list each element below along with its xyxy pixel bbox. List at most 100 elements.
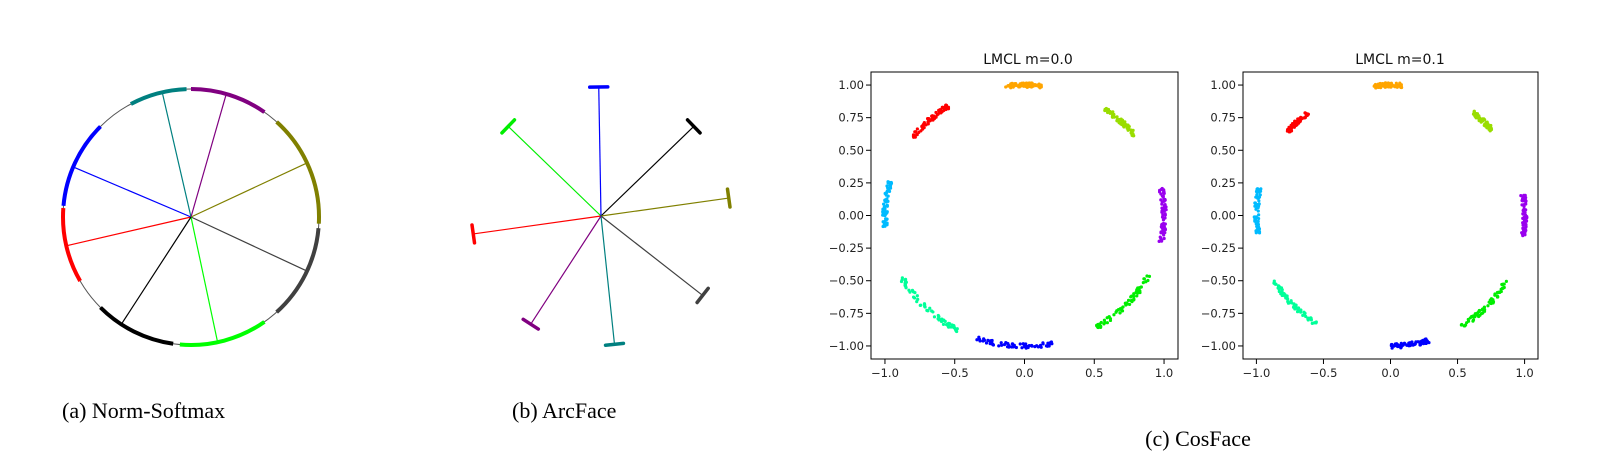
data-point xyxy=(1030,344,1034,348)
class-feature-cluster xyxy=(521,317,541,331)
data-point xyxy=(1161,194,1165,198)
data-point xyxy=(990,340,994,345)
class-weight-spoke xyxy=(190,93,227,218)
data-point xyxy=(1108,111,1112,115)
data-point xyxy=(1480,308,1484,312)
class-arc xyxy=(275,227,321,314)
data-point xyxy=(1481,311,1485,315)
data-point xyxy=(1255,187,1260,191)
data-point xyxy=(1256,206,1260,210)
data-point xyxy=(950,324,954,328)
data-point xyxy=(931,310,935,314)
data-point xyxy=(1018,342,1022,346)
data-point xyxy=(934,110,938,115)
data-point xyxy=(913,296,917,300)
data-point xyxy=(1029,84,1033,88)
data-point xyxy=(882,213,886,217)
data-point xyxy=(1273,282,1277,286)
data-point xyxy=(1501,286,1505,290)
y-tick-label: 0.00 xyxy=(1210,209,1236,223)
data-point xyxy=(1477,308,1481,313)
data-point xyxy=(913,130,918,134)
data-point xyxy=(886,194,890,198)
data-point xyxy=(1524,216,1528,220)
data-point xyxy=(982,338,987,342)
data-point xyxy=(1297,121,1301,125)
data-point xyxy=(1162,190,1166,194)
data-point xyxy=(1272,279,1276,283)
data-point xyxy=(1523,229,1527,233)
data-point xyxy=(887,186,891,190)
data-point xyxy=(1299,310,1303,314)
data-point xyxy=(1157,190,1162,194)
x-tick-label: 0.5 xyxy=(1448,366,1466,380)
class-feature-cluster xyxy=(500,118,517,135)
data-point xyxy=(1255,193,1259,197)
data-point xyxy=(903,281,907,285)
data-point xyxy=(978,339,982,343)
data-point xyxy=(1147,274,1152,279)
class-weight-spoke xyxy=(600,215,704,296)
data-point xyxy=(932,115,936,119)
y-tick-label: −0.75 xyxy=(1201,306,1236,320)
data-point xyxy=(885,197,889,201)
data-point xyxy=(1132,294,1136,299)
data-point xyxy=(1486,123,1491,127)
data-point xyxy=(1471,319,1475,323)
data-point xyxy=(1129,299,1133,303)
data-point xyxy=(938,110,942,115)
class-feature-cluster xyxy=(470,223,477,245)
data-point xyxy=(1280,290,1284,294)
data-point xyxy=(1373,83,1377,88)
y-tick-label: 0.75 xyxy=(838,111,864,125)
data-point xyxy=(1420,339,1424,343)
data-point xyxy=(1158,235,1162,239)
class-arc xyxy=(61,125,102,207)
data-point xyxy=(1313,320,1317,325)
y-tick-label: −1.00 xyxy=(1201,339,1236,353)
data-point xyxy=(1099,325,1103,329)
data-point xyxy=(904,286,908,290)
data-point xyxy=(1033,344,1037,349)
data-point xyxy=(1402,341,1407,345)
data-point xyxy=(1130,129,1134,133)
data-point xyxy=(1120,309,1125,313)
data-point xyxy=(937,318,941,322)
data-point xyxy=(1011,82,1015,87)
y-tick-label: 0.75 xyxy=(1210,111,1236,125)
data-point xyxy=(1418,343,1422,347)
plot-title-m01: LMCL m=0.1 xyxy=(1355,52,1445,68)
data-point xyxy=(1125,124,1129,128)
data-point xyxy=(1108,317,1113,321)
data-point xyxy=(1022,342,1026,346)
data-point xyxy=(1025,85,1029,89)
class-weight-spoke xyxy=(473,215,602,235)
class-weight-spoke xyxy=(120,216,192,325)
data-point xyxy=(1259,187,1263,191)
data-point xyxy=(1473,115,1478,119)
data-point xyxy=(1253,204,1257,208)
data-point xyxy=(1287,130,1291,134)
data-point xyxy=(1297,117,1301,121)
data-point xyxy=(1122,125,1126,129)
data-point xyxy=(1157,239,1161,243)
data-point xyxy=(1255,230,1259,234)
data-point xyxy=(1041,342,1045,346)
data-point xyxy=(1144,280,1148,284)
data-point xyxy=(882,209,886,213)
data-point xyxy=(913,290,917,295)
plot-frame xyxy=(1242,71,1539,360)
class-weight-spoke xyxy=(66,216,192,247)
class-weight-spoke xyxy=(507,125,602,217)
data-point xyxy=(1123,301,1127,305)
data-point xyxy=(1520,231,1524,235)
data-point xyxy=(1159,239,1164,243)
data-point xyxy=(1399,84,1403,88)
data-point xyxy=(1477,314,1481,319)
data-point xyxy=(940,317,944,321)
data-point xyxy=(1047,341,1051,345)
data-point xyxy=(910,288,915,292)
data-point xyxy=(908,290,912,294)
data-point xyxy=(936,313,940,318)
data-point xyxy=(1464,323,1468,327)
